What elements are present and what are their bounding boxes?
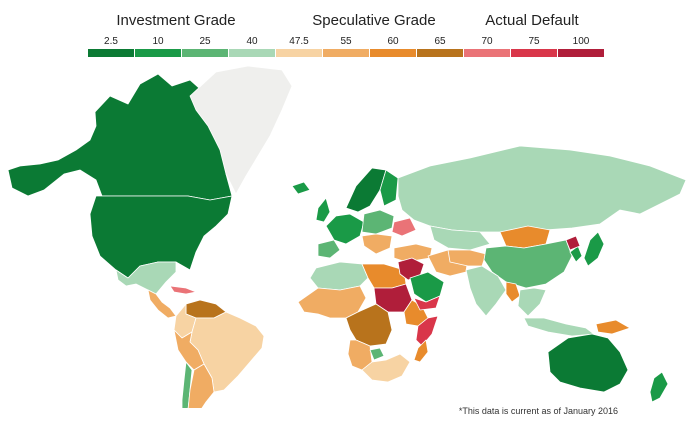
legend-item-60: 60 xyxy=(370,36,416,57)
legend-item-47-5: 47.5 xyxy=(276,36,322,57)
region-southern-africa xyxy=(361,353,411,383)
group-label-actual-default: Actual Default xyxy=(485,12,579,29)
region-papua xyxy=(595,319,631,335)
region-peru-bolivia xyxy=(173,329,205,371)
legend-value: 100 xyxy=(572,36,590,47)
region-north-korea xyxy=(565,235,581,251)
region-western-europe xyxy=(325,213,365,245)
legend-value: 60 xyxy=(387,36,399,47)
legend-swatch xyxy=(370,49,416,57)
legend-item-100: 100 xyxy=(558,36,604,57)
legend-swatch xyxy=(464,49,510,57)
region-uk xyxy=(315,197,331,223)
legend-value: 40 xyxy=(246,36,258,47)
region-new-zealand xyxy=(649,371,669,403)
group-label-speculative-grade: Speculative Grade xyxy=(312,12,436,29)
legend-item-65: 65 xyxy=(417,36,463,57)
region-caribbean xyxy=(169,285,197,295)
group-label-investment-grade: Investment Grade xyxy=(116,12,236,29)
legend-item-75: 75 xyxy=(511,36,557,57)
region-central-africa xyxy=(345,303,393,347)
legend-swatch xyxy=(511,49,557,57)
legend-value: 55 xyxy=(340,36,352,47)
region-botswana xyxy=(369,347,385,361)
legend-swatch xyxy=(323,49,369,57)
legend-value: 47.5 xyxy=(289,36,309,47)
legend-value: 2.5 xyxy=(104,36,118,47)
legend-item-10: 10 xyxy=(135,36,181,57)
legend-item-40: 40 xyxy=(229,36,275,57)
region-balkans xyxy=(361,233,393,255)
region-usa xyxy=(89,195,233,279)
legend-swatch xyxy=(135,49,181,57)
legend: 2.5 10 25 40 47.5 55 60 65 70 75 100 xyxy=(88,36,605,57)
region-greenland xyxy=(189,65,293,195)
region-mexico xyxy=(115,261,177,295)
legend-swatch xyxy=(182,49,228,57)
legend-item-55: 55 xyxy=(323,36,369,57)
region-yemen xyxy=(413,295,441,311)
region-iberia xyxy=(317,239,341,259)
footnote: *This data is current as of January 2016 xyxy=(458,406,618,416)
region-india xyxy=(465,265,507,317)
legend-value: 70 xyxy=(481,36,493,47)
region-japan xyxy=(583,231,605,267)
region-indonesia xyxy=(523,317,595,337)
legend-swatch xyxy=(558,49,604,57)
region-madagascar xyxy=(413,339,429,363)
region-kazakhstan xyxy=(429,225,491,251)
region-australia xyxy=(547,333,629,393)
region-finland xyxy=(379,169,399,207)
legend-value: 25 xyxy=(199,36,211,47)
legend-swatch xyxy=(229,49,275,57)
legend-swatch xyxy=(88,49,134,57)
region-russia xyxy=(397,145,687,233)
region-central-america xyxy=(147,289,177,319)
legend-item-25: 25 xyxy=(182,36,228,57)
legend-value: 65 xyxy=(434,36,446,47)
region-iceland xyxy=(291,181,311,195)
region-argentina xyxy=(187,363,215,408)
legend-value: 10 xyxy=(152,36,164,47)
region-ukraine xyxy=(391,217,417,237)
legend-value: 75 xyxy=(528,36,540,47)
legend-swatch xyxy=(417,49,463,57)
world-map xyxy=(7,65,687,408)
region-eastern-europe xyxy=(361,209,395,235)
region-southeast-asia xyxy=(517,287,547,317)
legend-item-2-5: 2.5 xyxy=(88,36,134,57)
legend-item-70: 70 xyxy=(464,36,510,57)
region-chile xyxy=(181,361,193,408)
region-myanmar xyxy=(505,281,521,303)
legend-swatch xyxy=(276,49,322,57)
